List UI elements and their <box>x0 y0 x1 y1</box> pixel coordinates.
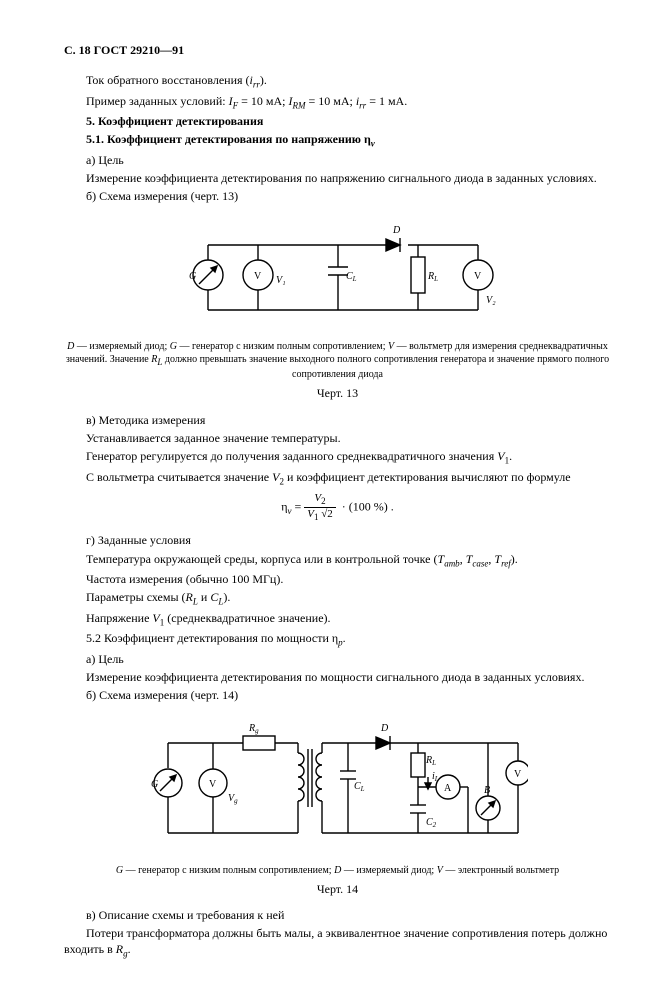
a-text-1: Измерение коэффициента детектирования по… <box>64 170 611 186</box>
svg-text:V: V <box>209 779 217 790</box>
heading-5: 5. Коэффициент детектирования <box>64 113 611 129</box>
v-label-1: в) Методика измерения <box>64 412 611 428</box>
v2a: Потери трансформатора должны быть малы, … <box>64 925 611 960</box>
v1c: С вольтметра считывается значение V2 и к… <box>64 469 611 488</box>
label-V2: V₂ <box>486 295 496 306</box>
figure-13: G V V₁ D CL RL V V₂ <box>64 215 611 334</box>
label-V1: V₁ <box>276 275 286 286</box>
g1a: Температура окружающей среды, корпуса ил… <box>64 551 611 570</box>
v1b: Генератор регулируется до получения зада… <box>64 448 611 467</box>
line-example: Пример заданных условий: IF = 10 мА; IRM… <box>64 93 611 112</box>
svg-text:B: B <box>484 785 490 796</box>
heading-5-1: 5.1. Коэффициент детектирования по напря… <box>64 131 611 150</box>
figure-14: G V Vg Rg CL D RL iL A C2 B V <box>64 713 611 857</box>
a-label-1: а) Цель <box>64 152 611 168</box>
g1c: Параметры схемы (RL и CL). <box>64 589 611 608</box>
figure-13-label: Черт. 13 <box>64 385 611 401</box>
v-label-2: в) Описание схемы и требования к ней <box>64 907 611 923</box>
g-label: г) Заданные условия <box>64 532 611 548</box>
figure-14-label: Черт. 14 <box>64 881 611 897</box>
page-header: С. 18 ГОСТ 29210—91 <box>64 42 611 58</box>
svg-text:V: V <box>514 769 522 780</box>
figure-13-caption: D — измеряемый диод; G — генератор с низ… <box>64 340 611 382</box>
b-label-1: б) Схема измерения (черт. 13) <box>64 188 611 204</box>
g1b: Частота измерения (обычно 100 МГц). <box>64 571 611 587</box>
svg-text:C2: C2 <box>426 817 437 829</box>
circuit-14-svg: G V Vg Rg CL D RL iL A C2 B V <box>148 713 528 853</box>
label-RL: RL <box>427 271 438 283</box>
page-root: С. 18 ГОСТ 29210—91 Ток обратного восста… <box>0 0 661 1002</box>
svg-text:G: G <box>151 779 158 790</box>
svg-text:D: D <box>380 723 389 734</box>
svg-text:A: A <box>444 783 452 794</box>
label-CL: CL <box>346 271 357 283</box>
svg-text:iL: iL <box>432 771 439 783</box>
g1d: Напряжение V1 (среднеквадратичное значен… <box>64 610 611 629</box>
svg-text:Rg: Rg <box>248 723 259 735</box>
svg-text:RL: RL <box>425 755 436 767</box>
heading-5-2: 5.2 Коэффициент детектирования по мощнос… <box>64 630 611 649</box>
v1a: Устанавливается заданное значение темпер… <box>64 430 611 446</box>
svg-text:CL: CL <box>354 781 365 793</box>
a-text-2: Измерение коэффициента детектирования по… <box>64 669 611 685</box>
label-V: V <box>254 271 262 282</box>
svg-text:Vg: Vg <box>228 793 238 805</box>
label-G: G <box>189 271 196 282</box>
circuit-13-svg: G V V₁ D CL RL V V₂ <box>178 215 498 330</box>
label-V-2: V <box>474 271 482 282</box>
line-irr: Ток обратного восстановления (irr). <box>64 72 611 91</box>
a-label-2: а) Цель <box>64 651 611 667</box>
b-label-2: б) Схема измерения (черт. 14) <box>64 687 611 703</box>
formula-eta-v: ηv = V2 V1 √2 · (100 %) . <box>64 493 611 522</box>
figure-14-caption: G — генератор с низким полным сопротивле… <box>64 864 611 877</box>
label-D: D <box>392 225 401 236</box>
